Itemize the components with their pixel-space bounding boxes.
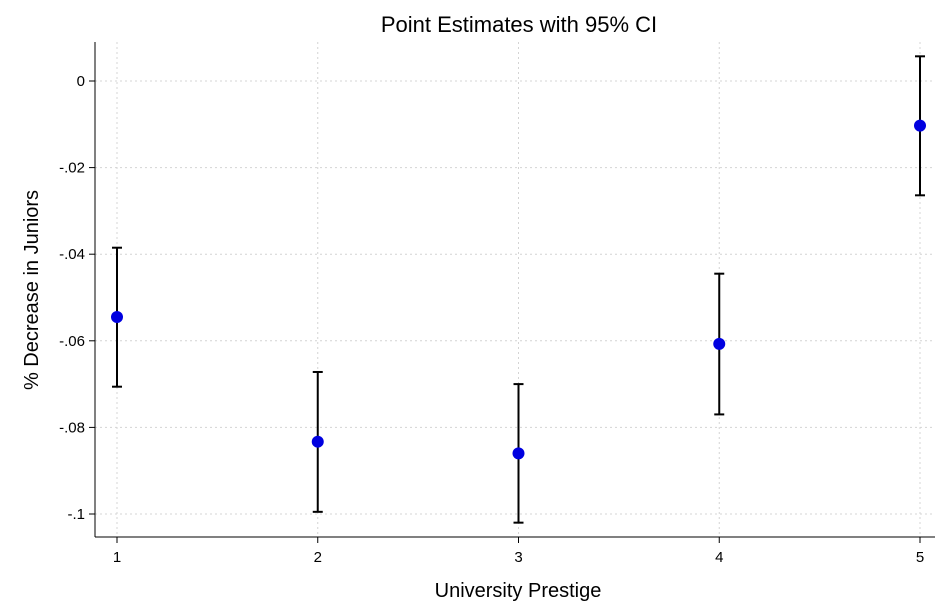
point-estimates bbox=[111, 119, 926, 460]
x-tick-label: 4 bbox=[715, 549, 723, 566]
point-estimate bbox=[111, 310, 123, 323]
y-tick-label: 0 bbox=[77, 73, 85, 90]
chart-title: Point Estimates with 95% CI bbox=[381, 12, 657, 37]
point-estimate bbox=[512, 447, 525, 460]
y-axis-title: % Decrease in Juniors bbox=[21, 190, 43, 390]
y-tick-label: -.1 bbox=[67, 506, 85, 523]
y-tick-label: -.02 bbox=[59, 160, 85, 177]
x-axis-title: University Prestige bbox=[435, 580, 602, 602]
y-tick-label: -.04 bbox=[59, 246, 85, 263]
grid-lines bbox=[95, 42, 935, 537]
x-tick-label: 5 bbox=[916, 549, 924, 566]
x-tick-label: 2 bbox=[314, 549, 322, 566]
y-tick-label: -.06 bbox=[59, 333, 85, 350]
point-estimate bbox=[311, 435, 324, 448]
y-tick-label: -.08 bbox=[59, 419, 85, 436]
point-estimate bbox=[713, 337, 726, 350]
x-tick-label: 3 bbox=[514, 549, 522, 566]
axes: 0 -.02 -.04 -.06 -.08 -.1 1 2 3 4 5 bbox=[59, 42, 935, 566]
x-tick-label: 1 bbox=[113, 549, 121, 566]
point-estimate bbox=[914, 119, 926, 132]
